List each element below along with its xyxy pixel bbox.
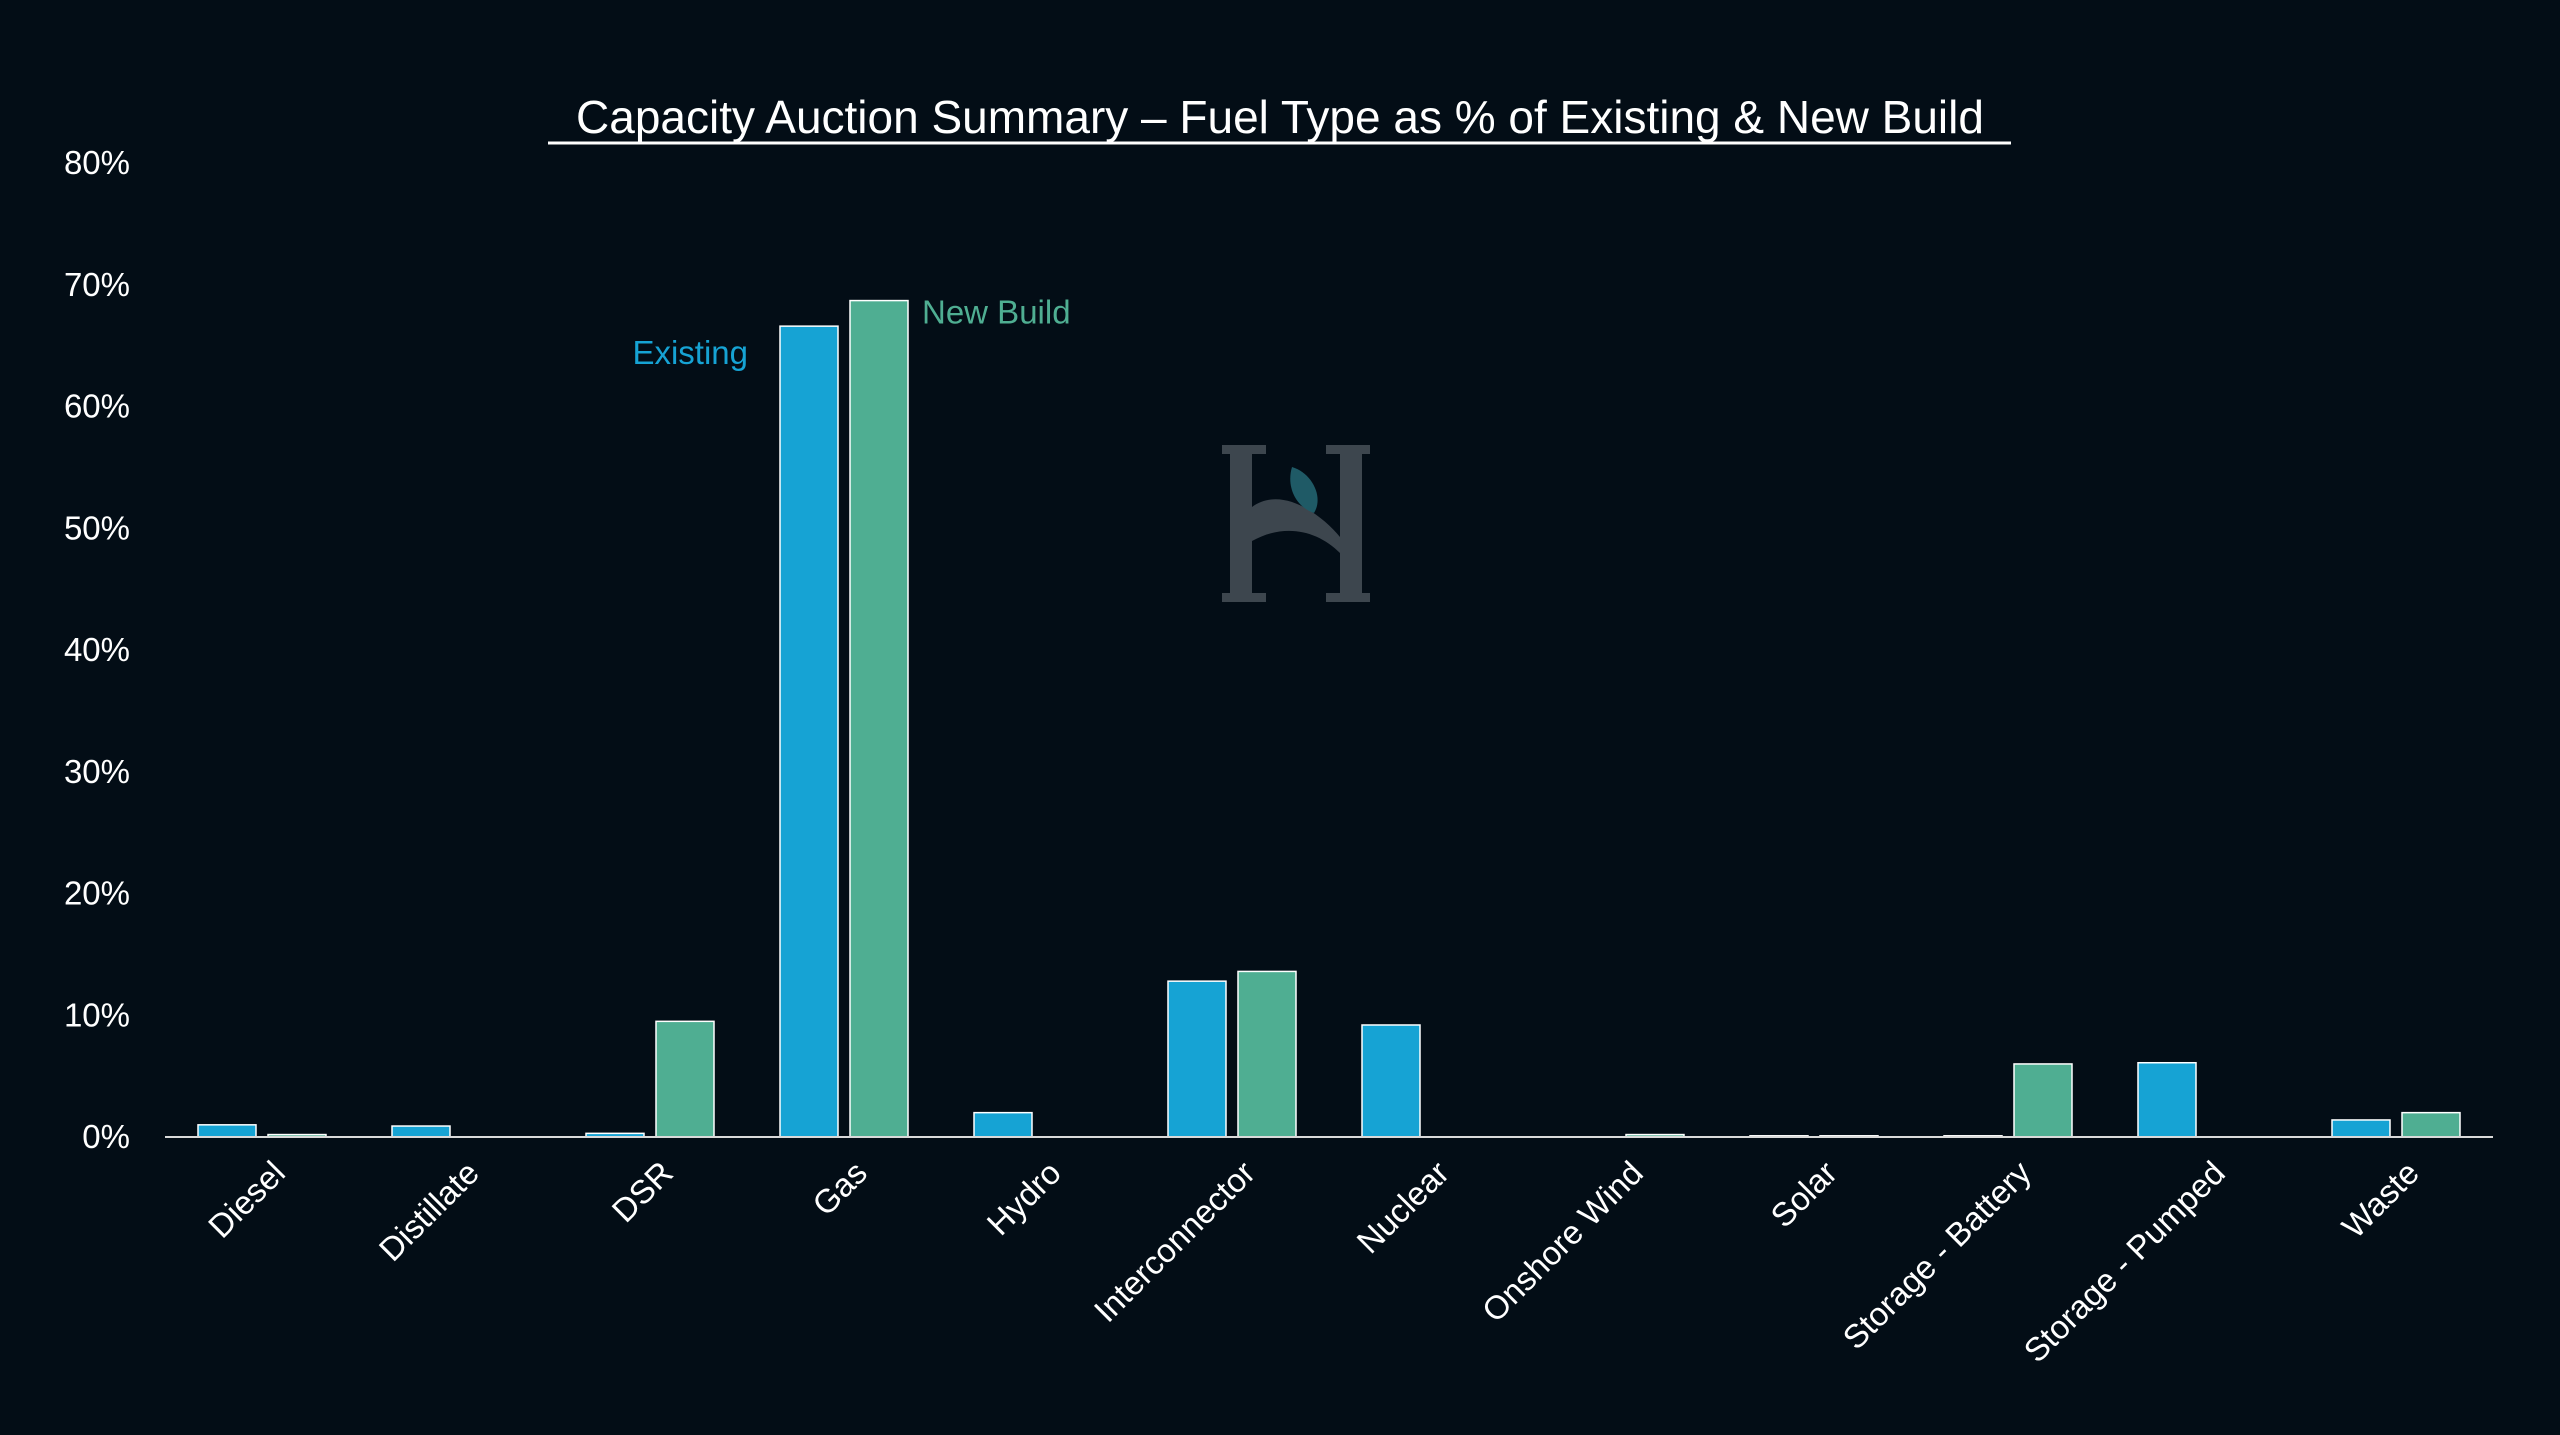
series-label-existing: Existing — [632, 334, 748, 371]
x-category-label: DSR — [605, 1154, 680, 1229]
x-axis-labels: Diesel Distillate DSR Gas Hydro Interconnecto… — [201, 1153, 2426, 1369]
chart-title: Capacity Auction Summary – Fuel Type as … — [576, 91, 1984, 143]
y-tick-label: 10% — [64, 996, 130, 1033]
y-tick-label: 50% — [64, 509, 130, 546]
y-tick-label: 60% — [64, 388, 130, 425]
bar-new-build-interconnector — [1237, 970, 1297, 1138]
bars — [197, 299, 2461, 1138]
bar-existing-diesel — [197, 1124, 257, 1138]
x-category-label: Diesel — [201, 1154, 292, 1245]
y-tick-label: 70% — [64, 266, 130, 303]
y-tick-label: 80% — [64, 144, 130, 181]
bar-new-build-gas — [849, 299, 909, 1138]
bar-existing-distillate — [391, 1125, 451, 1138]
bar-new-build-storage-battery — [2013, 1063, 2073, 1138]
bar-new-build-dsr — [655, 1020, 715, 1138]
hs-monogram-leaf-logo — [1222, 445, 1370, 602]
x-category-label: Gas — [805, 1154, 874, 1223]
x-category-label: Interconnector — [1087, 1154, 1262, 1329]
x-category-label: Storage - Pumped — [2016, 1154, 2232, 1370]
x-category-label: Waste — [2335, 1154, 2426, 1245]
x-category-label: Solar — [1763, 1154, 1844, 1235]
x-category-label: Nuclear — [1349, 1154, 1456, 1261]
bar-existing-hydro — [973, 1111, 1033, 1138]
x-category-label: Storage - Battery — [1835, 1153, 2038, 1356]
x-category-label: Onshore Wind — [1475, 1154, 1650, 1329]
y-tick-label: 40% — [64, 631, 130, 668]
bar-existing-nuclear — [1361, 1024, 1421, 1138]
series-label-new-build: New Build — [922, 294, 1071, 331]
series-labels: Existing New Build — [632, 294, 1070, 372]
x-category-label: Distillate — [372, 1154, 486, 1268]
bar-existing-gas — [779, 325, 839, 1138]
bar-existing-interconnector — [1167, 980, 1227, 1138]
bar-existing-waste — [2331, 1119, 2391, 1138]
y-tick-label: 20% — [64, 875, 130, 912]
bar-existing-storage-pumped — [2137, 1061, 2197, 1138]
x-category-label: Hydro — [980, 1154, 1068, 1242]
y-axis-ticks: 0% 10% 20% 30% 40% 50% 60% 70% 80% — [64, 144, 130, 1155]
bar-new-build-waste — [2401, 1111, 2461, 1138]
y-tick-label: 0% — [82, 1118, 130, 1155]
y-tick-label: 30% — [64, 753, 130, 790]
